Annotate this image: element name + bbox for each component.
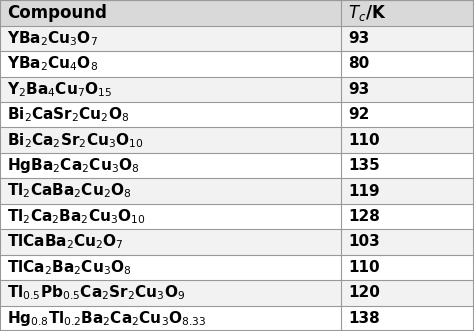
Bar <box>0 127 341 153</box>
Text: YBa$_2$Cu$_4$O$_8$: YBa$_2$Cu$_4$O$_8$ <box>7 55 98 73</box>
Bar <box>0 102 341 127</box>
Text: HgBa$_2$Ca$_2$Cu$_3$O$_8$: HgBa$_2$Ca$_2$Cu$_3$O$_8$ <box>7 156 139 175</box>
Bar <box>0 0 341 25</box>
Text: YBa$_2$Cu$_3$O$_7$: YBa$_2$Cu$_3$O$_7$ <box>7 29 98 48</box>
Text: 119: 119 <box>348 184 380 199</box>
Text: Tl$_2$CaBa$_2$Cu$_2$O$_8$: Tl$_2$CaBa$_2$Cu$_2$O$_8$ <box>7 182 131 200</box>
Bar <box>0 178 341 204</box>
Text: 110: 110 <box>348 133 380 148</box>
Text: TlCa$_2$Ba$_2$Cu$_3$O$_8$: TlCa$_2$Ba$_2$Cu$_3$O$_8$ <box>7 258 131 277</box>
Bar <box>0 306 341 331</box>
Text: 103: 103 <box>348 234 380 250</box>
Bar <box>341 306 474 331</box>
Text: Bi$_2$Ca$_2$Sr$_2$Cu$_3$O$_{10}$: Bi$_2$Ca$_2$Sr$_2$Cu$_3$O$_{10}$ <box>7 131 144 150</box>
Text: 128: 128 <box>348 209 380 224</box>
Bar <box>0 255 341 280</box>
Bar <box>0 204 341 229</box>
Bar <box>341 255 474 280</box>
Bar <box>341 178 474 204</box>
Bar <box>0 153 341 178</box>
Bar <box>341 102 474 127</box>
Text: Tl$_{0.5}$Pb$_{0.5}$Ca$_2$Sr$_2$Cu$_3$O$_9$: Tl$_{0.5}$Pb$_{0.5}$Ca$_2$Sr$_2$Cu$_3$O$… <box>7 283 185 302</box>
Text: 120: 120 <box>348 285 380 300</box>
Bar <box>341 127 474 153</box>
Text: Y$_2$Ba$_4$Cu$_7$O$_{15}$: Y$_2$Ba$_4$Cu$_7$O$_{15}$ <box>7 80 112 99</box>
Bar <box>341 51 474 76</box>
Bar <box>341 280 474 306</box>
Bar <box>0 280 341 306</box>
Bar <box>341 153 474 178</box>
Text: 80: 80 <box>348 56 370 71</box>
Text: 93: 93 <box>348 31 370 46</box>
Bar <box>341 25 474 51</box>
Text: $\mathit{T_c}$/K: $\mathit{T_c}$/K <box>348 3 387 23</box>
Bar <box>0 76 341 102</box>
Text: 110: 110 <box>348 260 380 275</box>
Bar <box>341 0 474 25</box>
Bar <box>0 229 341 255</box>
Text: TlCaBa$_2$Cu$_2$O$_7$: TlCaBa$_2$Cu$_2$O$_7$ <box>7 233 124 251</box>
Bar <box>341 76 474 102</box>
Bar <box>0 25 341 51</box>
Text: 138: 138 <box>348 311 380 326</box>
Bar <box>341 229 474 255</box>
Text: Hg$_{0.8}$Tl$_{0.2}$Ba$_2$Ca$_2$Cu$_3$O$_{8.33}$: Hg$_{0.8}$Tl$_{0.2}$Ba$_2$Ca$_2$Cu$_3$O$… <box>7 309 206 328</box>
Text: 93: 93 <box>348 82 370 97</box>
Text: 92: 92 <box>348 107 370 122</box>
Text: 135: 135 <box>348 158 380 173</box>
Bar <box>0 51 341 76</box>
Text: Tl$_2$Ca$_2$Ba$_2$Cu$_3$O$_{10}$: Tl$_2$Ca$_2$Ba$_2$Cu$_3$O$_{10}$ <box>7 207 146 226</box>
Text: Compound: Compound <box>7 4 107 22</box>
Text: Bi$_2$CaSr$_2$Cu$_2$O$_8$: Bi$_2$CaSr$_2$Cu$_2$O$_8$ <box>7 105 129 124</box>
Bar <box>341 204 474 229</box>
